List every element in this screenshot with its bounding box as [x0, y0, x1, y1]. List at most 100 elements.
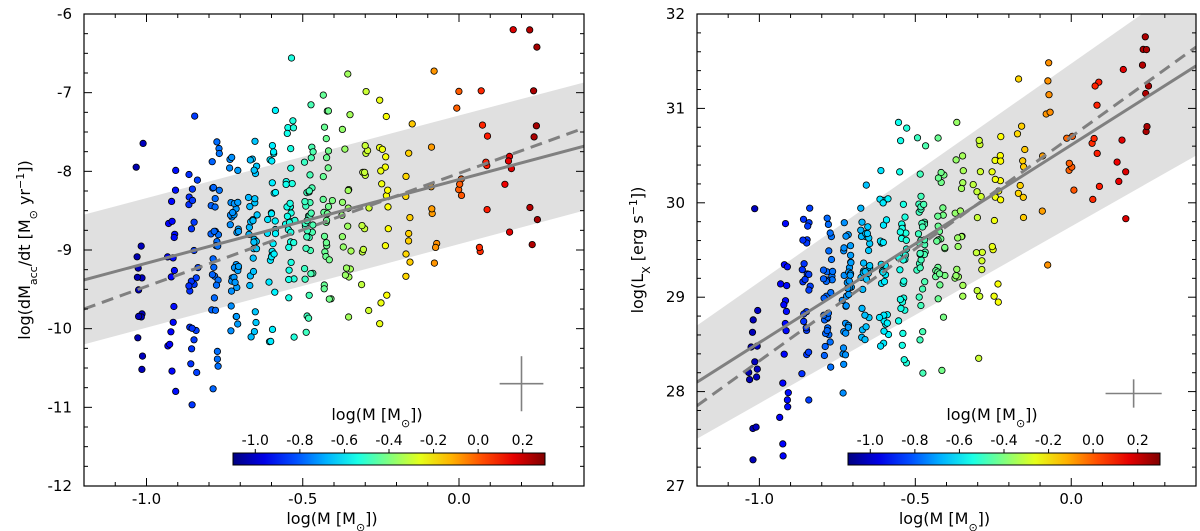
data-point: [804, 348, 813, 356]
data-point: [823, 214, 831, 222]
data-point: [1142, 45, 1151, 54]
data-point: [362, 88, 370, 96]
data-point: [320, 285, 328, 293]
data-point: [305, 187, 313, 195]
data-point: [826, 229, 834, 237]
data-point: [783, 281, 791, 290]
data-point: [382, 153, 390, 161]
data-point: [533, 43, 541, 51]
x-tick-label: -1.0: [745, 490, 774, 508]
y-tick-label: 32: [666, 5, 685, 23]
data-point: [359, 245, 367, 253]
data-point: [882, 216, 891, 224]
data-point: [894, 317, 903, 325]
data-point: [483, 132, 492, 140]
data-point: [457, 191, 466, 199]
data-point: [301, 198, 309, 206]
data-point: [805, 396, 813, 404]
panel-right: log(M [M⊙]) -1.0 -0.8 -0.6 -0.4 -0.2 0.0 0.2 -1.…: [627, 5, 1197, 531]
data-point: [268, 157, 276, 165]
data-point: [958, 152, 967, 160]
data-point: [344, 186, 352, 195]
data-point: [840, 360, 848, 368]
data-point: [913, 134, 922, 142]
data-point: [823, 326, 831, 335]
data-point: [934, 134, 942, 142]
data-point: [404, 237, 413, 245]
data-point: [973, 214, 982, 222]
confidence-band: [697, 14, 1196, 439]
data-point: [185, 170, 193, 179]
data-point: [919, 328, 927, 336]
data-point: [920, 200, 928, 208]
data-point: [185, 282, 193, 290]
data-point: [408, 120, 416, 128]
data-point: [190, 218, 198, 226]
data-point: [1118, 136, 1126, 144]
data-point: [896, 228, 904, 236]
data-point: [901, 213, 909, 221]
y-axis-label: log(dMacc/dt [M⊙ yr−1]): [14, 160, 40, 339]
y-tick-label: -11: [48, 398, 73, 416]
data-point: [528, 241, 536, 249]
data-point: [402, 272, 410, 280]
data-point: [168, 367, 176, 375]
data-point: [215, 186, 223, 194]
data-point: [1119, 65, 1127, 74]
data-point: [234, 227, 243, 236]
data-point: [305, 291, 313, 299]
data-point: [307, 101, 315, 109]
data-point: [819, 275, 828, 283]
data-point: [300, 264, 309, 273]
data-point: [229, 208, 237, 217]
data-point: [212, 281, 221, 289]
data-point: [283, 212, 291, 220]
data-point: [953, 265, 961, 273]
data-point: [341, 145, 349, 153]
data-point: [168, 197, 176, 205]
data-point: [285, 266, 293, 274]
data-point: [306, 171, 314, 179]
data-point: [799, 215, 808, 223]
data-point: [208, 158, 216, 166]
data-point: [501, 180, 509, 188]
data-point: [1014, 75, 1023, 83]
data-point: [779, 379, 787, 387]
data-point: [991, 175, 999, 183]
data-point: [827, 255, 836, 264]
data-point: [249, 254, 257, 262]
data-point: [879, 238, 887, 246]
colorbar-tick-label: -0.4: [990, 433, 1017, 449]
data-point: [377, 167, 385, 175]
data-point: [320, 123, 329, 131]
data-point: [859, 259, 868, 267]
data-point: [1019, 193, 1027, 201]
data-point: [918, 285, 927, 293]
data-point: [171, 186, 180, 194]
data-point: [271, 230, 280, 238]
data-point: [133, 253, 141, 261]
data-point: [915, 293, 923, 301]
data-point: [953, 118, 961, 127]
data-point: [959, 292, 967, 300]
colorbar-tick-label: -0.8: [286, 433, 313, 449]
data-point: [1013, 130, 1022, 138]
data-point: [1021, 145, 1029, 154]
data-point: [307, 270, 315, 278]
data-point: [283, 129, 291, 137]
data-point: [976, 292, 984, 300]
data-point: [752, 373, 761, 381]
data-point: [805, 286, 813, 294]
data-point: [227, 302, 235, 310]
data-point: [918, 223, 927, 231]
data-point: [302, 244, 310, 252]
data-point: [132, 163, 140, 171]
data-point: [748, 328, 757, 336]
data-point: [825, 247, 833, 255]
data-point: [209, 183, 218, 192]
data-point: [530, 133, 538, 141]
data-point: [801, 275, 809, 283]
data-point: [431, 243, 440, 251]
data-point: [862, 181, 870, 189]
data-point: [1038, 207, 1046, 215]
